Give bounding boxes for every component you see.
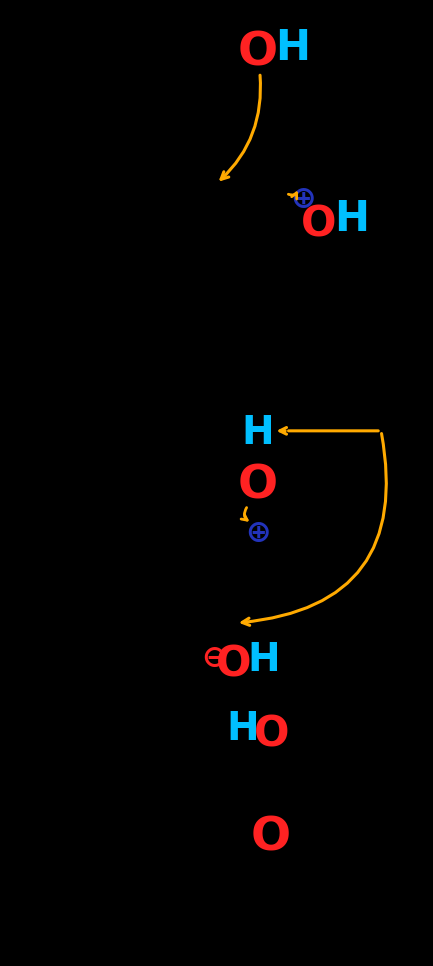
Text: O: O xyxy=(216,643,252,686)
Text: H: H xyxy=(334,198,369,241)
Text: ⊖: ⊖ xyxy=(202,644,227,673)
Text: H: H xyxy=(241,413,274,452)
Text: ⊕: ⊕ xyxy=(291,185,316,214)
Text: H: H xyxy=(248,640,281,679)
Text: O: O xyxy=(238,464,278,508)
FancyArrowPatch shape xyxy=(241,507,247,520)
Text: H: H xyxy=(226,710,259,749)
Text: ⊕: ⊕ xyxy=(245,519,270,548)
FancyArrowPatch shape xyxy=(280,428,287,434)
Text: O: O xyxy=(238,31,278,75)
FancyArrowPatch shape xyxy=(221,75,261,180)
Text: O: O xyxy=(301,203,336,245)
FancyArrowPatch shape xyxy=(288,193,297,199)
FancyArrowPatch shape xyxy=(242,434,386,625)
Text: O: O xyxy=(254,713,289,755)
Text: O: O xyxy=(251,815,291,860)
Text: H: H xyxy=(275,27,310,70)
